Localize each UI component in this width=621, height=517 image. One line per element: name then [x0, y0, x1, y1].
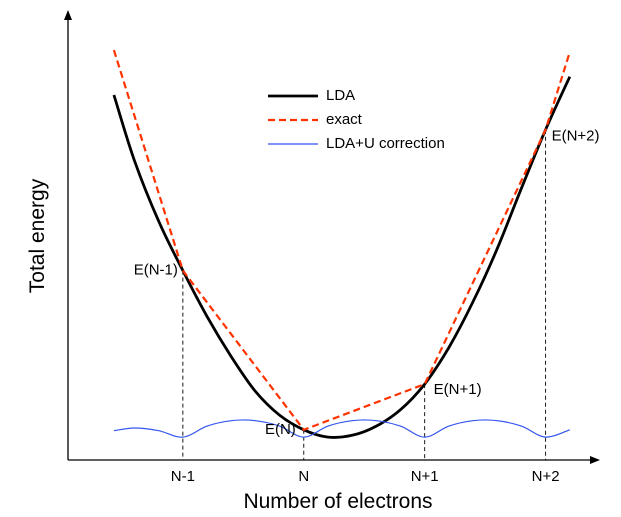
exact-curve: [112, 49, 571, 432]
tick-group: N-1 N N+1 N+2: [171, 468, 560, 485]
guide-lines: [182, 129, 547, 460]
point-label-3: E(N+2): [552, 128, 600, 145]
point-label-2: E(N+1): [434, 381, 482, 398]
axes: [64, 10, 600, 464]
ldau-correction-curve: [113, 419, 570, 438]
x-tick-label-2: N+1: [411, 468, 439, 485]
point-label-0: E(N-1): [134, 262, 178, 279]
series-group: [112, 49, 572, 439]
legend-label-1: exact: [326, 111, 363, 128]
x-tick-label-0: N-1: [171, 468, 195, 485]
legend: LDA exact LDA+U correction: [268, 87, 445, 152]
y-axis-arrow: [64, 10, 72, 20]
x-axis-title: Number of electrons: [243, 490, 432, 513]
x-tick-label-1: N: [298, 468, 309, 485]
legend-label-2: LDA+U correction: [326, 135, 445, 152]
point-label-group: E(N-1) E(N) E(N+1) E(N+2): [134, 128, 600, 438]
x-axis-arrow: [590, 456, 600, 464]
lda-curve: [112, 76, 572, 439]
x-tick-label-3: N+2: [532, 468, 560, 485]
y-axis-title: Total energy: [26, 178, 49, 293]
legend-label-0: LDA: [326, 87, 355, 104]
point-label-1: E(N): [265, 421, 296, 438]
